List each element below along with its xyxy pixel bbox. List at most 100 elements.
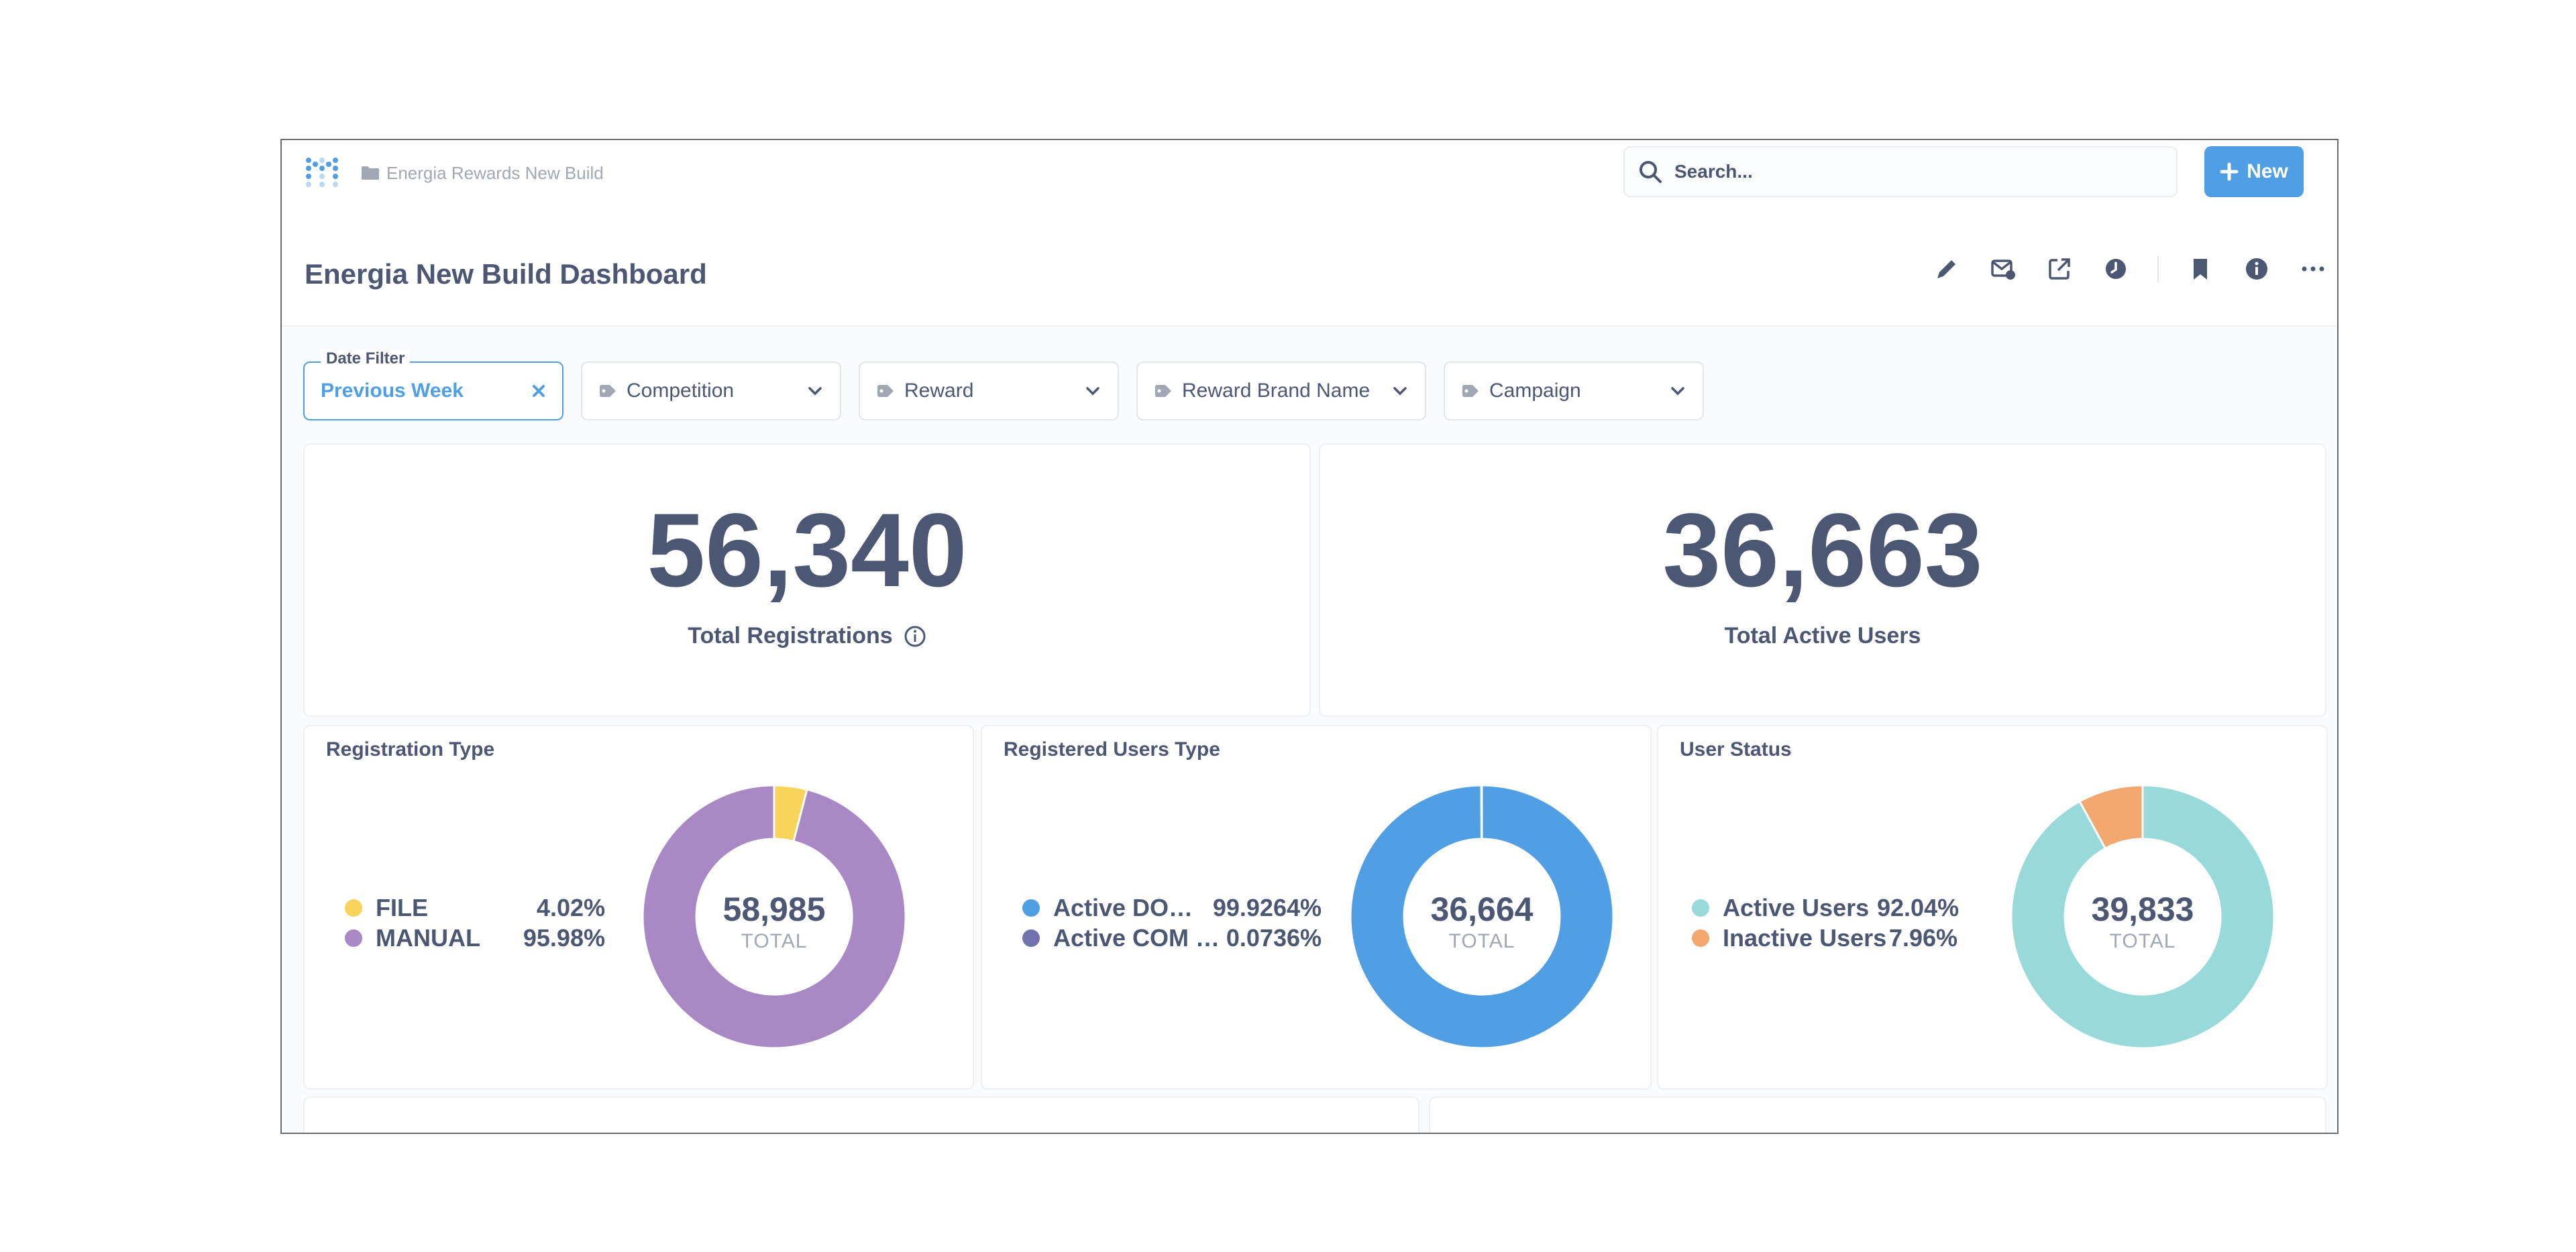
total-registrations-label-row: Total Registrations	[305, 623, 1309, 649]
registration-type-donut	[641, 784, 907, 1049]
chevron-down-icon	[1671, 387, 1684, 396]
total-active-users-label: Total Active Users	[1724, 623, 1921, 648]
donut-slice-active-com[interactable]	[1480, 784, 1483, 840]
registration-type-center: 58,985 TOTAL	[640, 893, 908, 953]
tag-icon	[1155, 385, 1171, 397]
metabase-logo-icon[interactable]	[302, 152, 342, 192]
tag-icon	[600, 385, 616, 397]
legend-value: 7.96%	[1888, 923, 1957, 952]
registered-users-type-legend: Active DO… 99.9264% Active COM … 0.0736%	[1022, 893, 1322, 953]
user-status-donut	[2010, 784, 2275, 1049]
chevron-down-icon	[1086, 387, 1099, 396]
registration-type-card[interactable]: Registration Type FILE 4.02% MANUAL 95.9…	[303, 725, 974, 1090]
search-bar[interactable]	[1623, 146, 2178, 197]
campaign-filter[interactable]: Campaign	[1444, 361, 1704, 420]
donut-total-value: 58,985	[722, 891, 826, 928]
bookmark-icon	[2194, 259, 2207, 280]
edit-dashboard-button[interactable]	[1919, 249, 1975, 289]
donut-total-label: TOTAL	[741, 930, 808, 952]
dashboard-header: Energia New Build Dashboard	[282, 205, 2337, 327]
legend-dot	[345, 929, 362, 947]
user-status-legend: Active Users 92.04% Inactive Users 7.96%	[1692, 893, 1959, 953]
info-outline-icon[interactable]	[904, 625, 926, 648]
dashboard-title[interactable]: Energia New Build Dashboard	[305, 258, 707, 290]
subscription-icon	[1991, 260, 2015, 280]
top-navbar: Energia Rewards New Build New	[282, 140, 2337, 205]
registered-users-type-title: Registered Users Type	[1004, 738, 1220, 760]
legend-item[interactable]: MANUAL 95.98%	[345, 923, 605, 953]
total-active-users-card[interactable]: 36,663 Total Active Users	[1319, 443, 2326, 717]
chevron-down-icon	[808, 387, 822, 396]
donut-slice-active-users[interactable]	[2010, 784, 2275, 1049]
user-status-center: 39,833 TOTAL	[2008, 893, 2277, 953]
close-icon[interactable]	[531, 384, 546, 398]
dashboard-card-partial[interactable]	[1429, 1096, 2326, 1133]
total-active-users-label-row: Total Active Users	[1320, 623, 2325, 649]
actions-divider	[2157, 255, 2159, 282]
user-status-card[interactable]: User Status Active Users 92.04% Inactive…	[1657, 725, 2328, 1090]
donut-slice-manual[interactable]	[641, 784, 907, 1049]
search-icon	[1640, 161, 1662, 183]
breadcrumb-collection-name[interactable]: Energia Rewards New Build	[386, 162, 604, 183]
date-filter[interactable]: Date Filter Previous Week	[303, 349, 564, 420]
registered-users-type-center: 36,664 TOTAL	[1348, 893, 1616, 953]
dashboard-card-partial[interactable]	[303, 1096, 1419, 1133]
donut-total-label: TOTAL	[2109, 930, 2176, 952]
competition-filter[interactable]: Competition	[581, 361, 841, 420]
dashboard-body: Date Filter Previous Week Competition Re…	[282, 327, 2337, 1133]
breadcrumb[interactable]: Energia Rewards New Build	[361, 163, 604, 183]
donut-slice-active-do[interactable]	[1349, 784, 1615, 1049]
legend-dot	[1022, 899, 1040, 917]
legend-value: 0.0736%	[1226, 923, 1322, 952]
legend-label: Active Users	[1723, 893, 1870, 921]
legend-dot	[1022, 929, 1040, 947]
sharing-button[interactable]	[2031, 249, 2088, 289]
legend-label: FILE	[376, 893, 428, 921]
filter-bar: Date Filter Previous Week Competition Re…	[303, 349, 1704, 420]
registration-type-legend: FILE 4.02% MANUAL 95.98%	[345, 893, 605, 953]
new-button[interactable]: New	[2204, 146, 2304, 197]
legend-label: Inactive Users	[1723, 923, 1887, 952]
dashboard-actions	[1919, 249, 2337, 289]
reward-filter[interactable]: Reward	[859, 361, 1119, 420]
donut-slice-inactive-users[interactable]	[2078, 784, 2144, 850]
legend-item[interactable]: Inactive Users 7.96%	[1692, 923, 1957, 953]
bookmark-button[interactable]	[2172, 249, 2229, 289]
info-button[interactable]	[2229, 249, 2285, 289]
legend-label: Active DO…	[1053, 893, 1193, 921]
more-button[interactable]	[2285, 249, 2337, 289]
registered-users-type-card[interactable]: Registered Users Type Active DO… 99.9264…	[981, 725, 1652, 1090]
folder-icon	[362, 166, 379, 180]
legend-item[interactable]: Active COM … 0.0736%	[1022, 923, 1322, 953]
total-registrations-value: 56,340	[647, 492, 967, 609]
legend-item[interactable]: Active DO… 99.9264%	[1022, 893, 1322, 923]
search-input[interactable]	[1673, 160, 2145, 183]
registered-users-type-donut	[1349, 784, 1615, 1049]
legend-label: Active COM …	[1053, 923, 1220, 952]
subscriptions-button[interactable]	[1975, 249, 2031, 289]
legend-value: 4.02%	[536, 893, 605, 921]
reward-brand-name-filter[interactable]: Reward Brand Name	[1136, 361, 1426, 420]
legend-item[interactable]: FILE 4.02%	[345, 893, 605, 923]
history-icon	[2106, 259, 2126, 279]
app-window: Energia Rewards New Build New Energia Ne…	[280, 139, 2339, 1134]
total-registrations-label: Total Registrations	[688, 623, 893, 648]
total-active-users-value: 36,663	[1662, 492, 1983, 609]
total-registrations-card[interactable]: 56,340 Total Registrations	[303, 443, 1311, 717]
legend-item[interactable]: Active Users 92.04%	[1692, 893, 1959, 923]
user-status-title: User Status	[1680, 738, 1792, 760]
tag-icon	[1462, 385, 1479, 397]
chevron-down-icon	[1393, 387, 1407, 396]
plus-icon	[2220, 162, 2239, 181]
auto-refresh-button[interactable]	[2088, 249, 2144, 289]
legend-value: 99.9264%	[1212, 893, 1322, 921]
reward-brand-name-filter-label: Reward Brand Name	[1182, 380, 1371, 402]
donut-total-label: TOTAL	[1448, 930, 1515, 952]
date-filter-value: Previous Week	[321, 380, 464, 402]
donut-total-value: 39,833	[2091, 891, 2194, 928]
competition-filter-label: Competition	[627, 380, 735, 402]
reward-filter-label: Reward	[904, 380, 974, 402]
legend-dot	[345, 899, 362, 917]
new-button-label: New	[2247, 160, 2288, 182]
registration-type-title: Registration Type	[326, 738, 495, 760]
